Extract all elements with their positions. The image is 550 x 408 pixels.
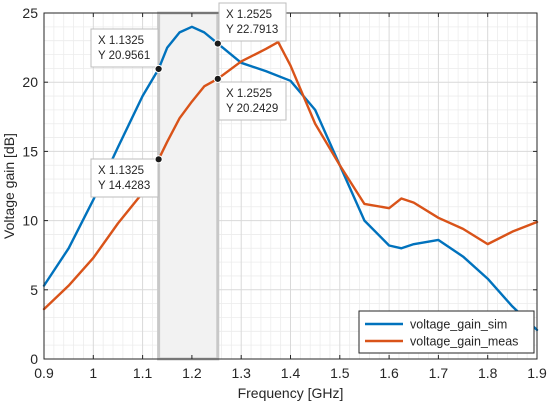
legend-box	[358, 310, 535, 354]
datatip-x-label: X 1.2525	[226, 88, 272, 100]
series-line-voltage_gain_sim	[42, 25, 539, 332]
legend-label: voltage_gain_meas	[410, 335, 518, 349]
datatip-box	[218, 81, 287, 121]
y-tick-label: 25	[22, 5, 38, 21]
x-tick-label: 1.5	[330, 365, 350, 381]
datatip[interactable]: X 1.2525 Y 22.7913	[213, 2, 287, 48]
datatip-marker[interactable]	[154, 155, 163, 164]
datatip-marker[interactable]	[213, 39, 222, 48]
datatip-x-label: X 1.1325	[98, 165, 144, 177]
y-tick-label: 20	[22, 74, 38, 90]
x-tick-label: 1.2	[182, 365, 202, 381]
datatip-box	[90, 158, 159, 198]
datatip-box	[90, 28, 159, 68]
y-tick-label: 15	[22, 143, 38, 159]
shaded-region	[157, 11, 220, 361]
x-tick-label: 1	[89, 365, 97, 381]
datatip-marker[interactable]	[213, 74, 222, 83]
datatip-x-label: X 1.2525	[226, 9, 272, 21]
legend-item[interactable]: voltage_gain_sim	[365, 318, 507, 332]
datatip[interactable]: X 1.2525 Y 20.2429	[213, 74, 287, 121]
y-tick-label: 0	[30, 351, 38, 367]
x-tick-label: 1.3	[231, 365, 251, 381]
datatip-box	[218, 2, 287, 42]
x-tick-label: 1.1	[133, 365, 153, 381]
datatip-y-label: Y 20.9561	[98, 50, 150, 62]
datatip-marker[interactable]	[154, 64, 163, 74]
datatip[interactable]: X 1.1325 Y 20.9561	[90, 28, 163, 74]
datatip[interactable]: X 1.1325 Y 14.4283	[90, 155, 163, 198]
x-tick-label: 1.6	[379, 365, 399, 381]
x-tick-label: 1.9	[527, 365, 547, 381]
y-tick-label: 5	[30, 282, 38, 298]
x-tick-label: 1.7	[429, 365, 449, 381]
datatip-y-label: Y 20.2429	[226, 103, 278, 115]
x-tick-label: 1.4	[281, 365, 301, 381]
y-axis-label: Voltage gain [dB]	[1, 133, 17, 239]
legend-label: voltage_gain_sim	[410, 318, 507, 332]
x-tick-label: 0.9	[34, 365, 54, 381]
legend: voltage_gain_sim voltage_gain_meas	[358, 310, 535, 354]
datatip-y-label: Y 22.7913	[226, 24, 278, 36]
x-axis-label: Frequency [GHz]	[238, 385, 344, 401]
y-tick-label: 10	[22, 213, 38, 229]
x-tick-label: 1.8	[478, 365, 498, 381]
datatip-y-label: Y 14.4283	[98, 180, 150, 192]
shaded-region-box	[157, 11, 220, 361]
tick-labels: 0.9 1 1.1 1.2 1.3 1.4 1.5 1.6 1.7 1.8 1.9 0 5 10 15 20 2…	[22, 5, 547, 381]
legend-item[interactable]: voltage_gain_meas	[365, 335, 518, 349]
datatip-x-label: X 1.1325	[98, 35, 144, 47]
